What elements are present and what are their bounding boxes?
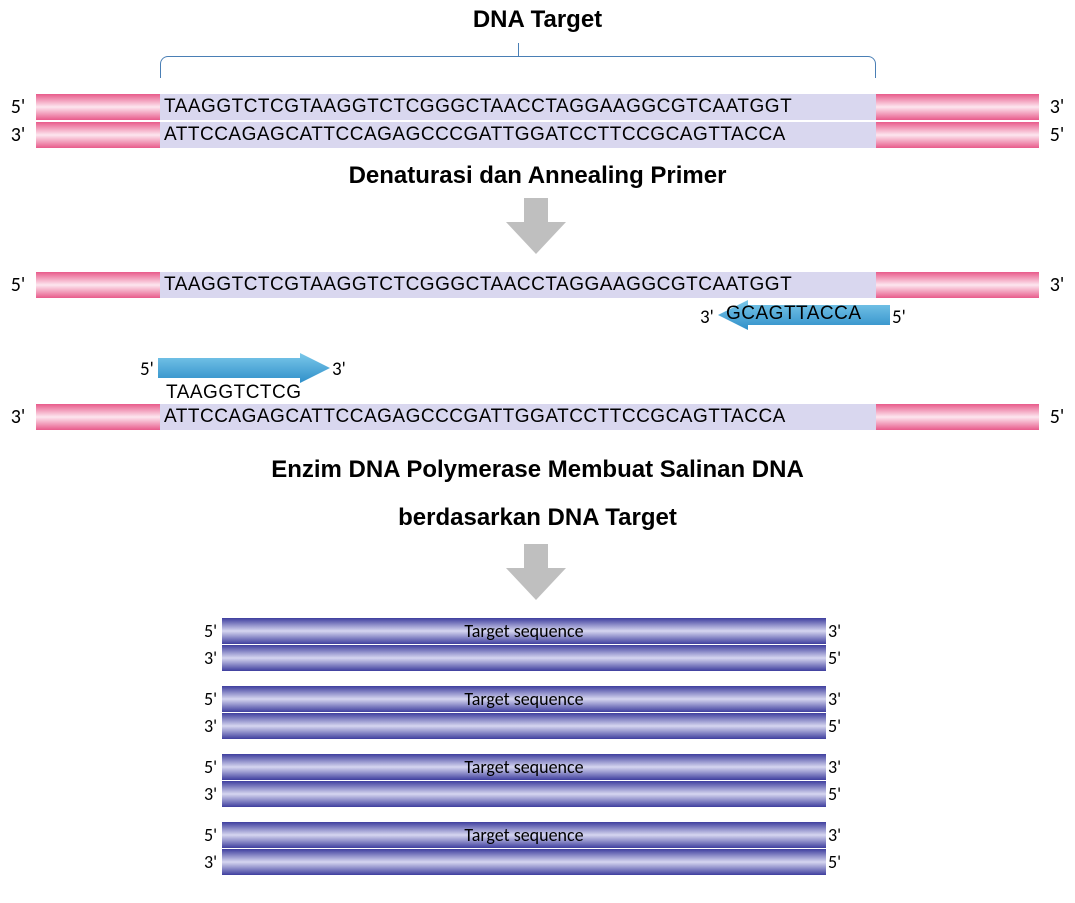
seq-top-strand: TAAGGTCTCGTAAGGTCTCGGGCTAACCTAGGAAGGCGTC… [160, 272, 876, 298]
primer-forward-seq: TAAGGTCTCG [166, 382, 302, 404]
target-3prime: 3' [204, 715, 217, 737]
target-5prime: 5' [204, 756, 217, 778]
primer-fwd-5prime: 5' [140, 358, 154, 381]
target-bar [222, 713, 826, 739]
target-3prime: 3' [828, 688, 841, 710]
pink-flank-right [876, 404, 1039, 430]
target-bar [222, 781, 826, 807]
end-3prime: 3' [0, 123, 36, 147]
end-3prime: 3' [1039, 273, 1075, 297]
target-label: Target sequence [464, 756, 583, 778]
end-3prime: 3' [1039, 95, 1075, 119]
end-5prime: 5' [1039, 405, 1075, 429]
brace-dna-target [160, 56, 876, 78]
seq-bottom-strand: ATTCCAGAGCATTCCAGAGCCCGATTGGATCCTTCCGCAG… [160, 404, 876, 430]
panel1-top-strand: 5' TAAGGTCTCGTAAGGTCTCGGGCTAACCTAGGAAGGC… [0, 94, 1075, 120]
target-bar: Target sequence [222, 822, 826, 848]
pink-flank-right [876, 94, 1039, 120]
end-3prime: 3' [0, 405, 36, 429]
panel2-top-strand: 5' TAAGGTCTCGTAAGGTCTCGGGCTAACCTAGGAAGGC… [0, 272, 1075, 298]
primer-forward-arrow-icon [158, 353, 330, 383]
title-dna-target: DNA Target [0, 6, 1075, 34]
target-5prime: 5' [204, 620, 217, 642]
target-bar: Target sequence [222, 686, 826, 712]
title-polymerase-line2: berdasarkan DNA Target [0, 504, 1075, 532]
target-5prime: 5' [828, 715, 841, 737]
target-3prime: 3' [828, 620, 841, 642]
target-5prime: 5' [204, 688, 217, 710]
target-label: Target sequence [464, 620, 583, 642]
brace-tick [518, 43, 519, 57]
target-bar: Target sequence [222, 754, 826, 780]
target-label: Target sequence [464, 688, 583, 710]
target-bar: Target sequence [222, 618, 826, 644]
target-3prime: 3' [204, 851, 217, 873]
target-5prime: 5' [204, 824, 217, 846]
primer-fwd-3prime: 3' [332, 358, 346, 381]
target-bar [222, 849, 826, 875]
pink-flank-left [36, 122, 160, 148]
primer-rev-5prime: 5' [892, 306, 906, 329]
seq-top-strand: TAAGGTCTCGTAAGGTCTCGGGCTAACCTAGGAAGGCGTC… [160, 94, 876, 120]
panel2-bottom-strand: 3' ATTCCAGAGCATTCCAGAGCCCGATTGGATCCTTCCG… [0, 404, 1075, 430]
title-denaturation: Denaturasi dan Annealing Primer [0, 162, 1075, 190]
pink-flank-right [876, 122, 1039, 148]
pink-flank-right [876, 272, 1039, 298]
primer-reverse-seq: GCAGTTACCA [726, 303, 862, 325]
end-5prime: 5' [0, 95, 36, 119]
title-polymerase-line1: Enzim DNA Polymerase Membuat Salinan DNA [0, 456, 1075, 484]
end-5prime: 5' [0, 273, 36, 297]
end-5prime: 5' [1039, 123, 1075, 147]
target-5prime: 5' [828, 647, 841, 669]
target-3prime: 3' [828, 756, 841, 778]
target-bar [222, 645, 826, 671]
panel1-bottom-strand: 3' ATTCCAGAGCATTCCAGAGCCCGATTGGATCCTTCCG… [0, 122, 1075, 148]
target-3prime: 3' [204, 783, 217, 805]
target-5prime: 5' [828, 783, 841, 805]
target-5prime: 5' [828, 851, 841, 873]
pink-flank-left [36, 272, 160, 298]
pink-flank-left [36, 94, 160, 120]
target-label: Target sequence [464, 824, 583, 846]
target-3prime: 3' [828, 824, 841, 846]
seq-bottom-strand: ATTCCAGAGCATTCCAGAGCCCGATTGGATCCTTCCGCAG… [160, 122, 876, 148]
primer-rev-3prime: 3' [700, 306, 714, 329]
pink-flank-left [36, 404, 160, 430]
target-3prime: 3' [204, 647, 217, 669]
